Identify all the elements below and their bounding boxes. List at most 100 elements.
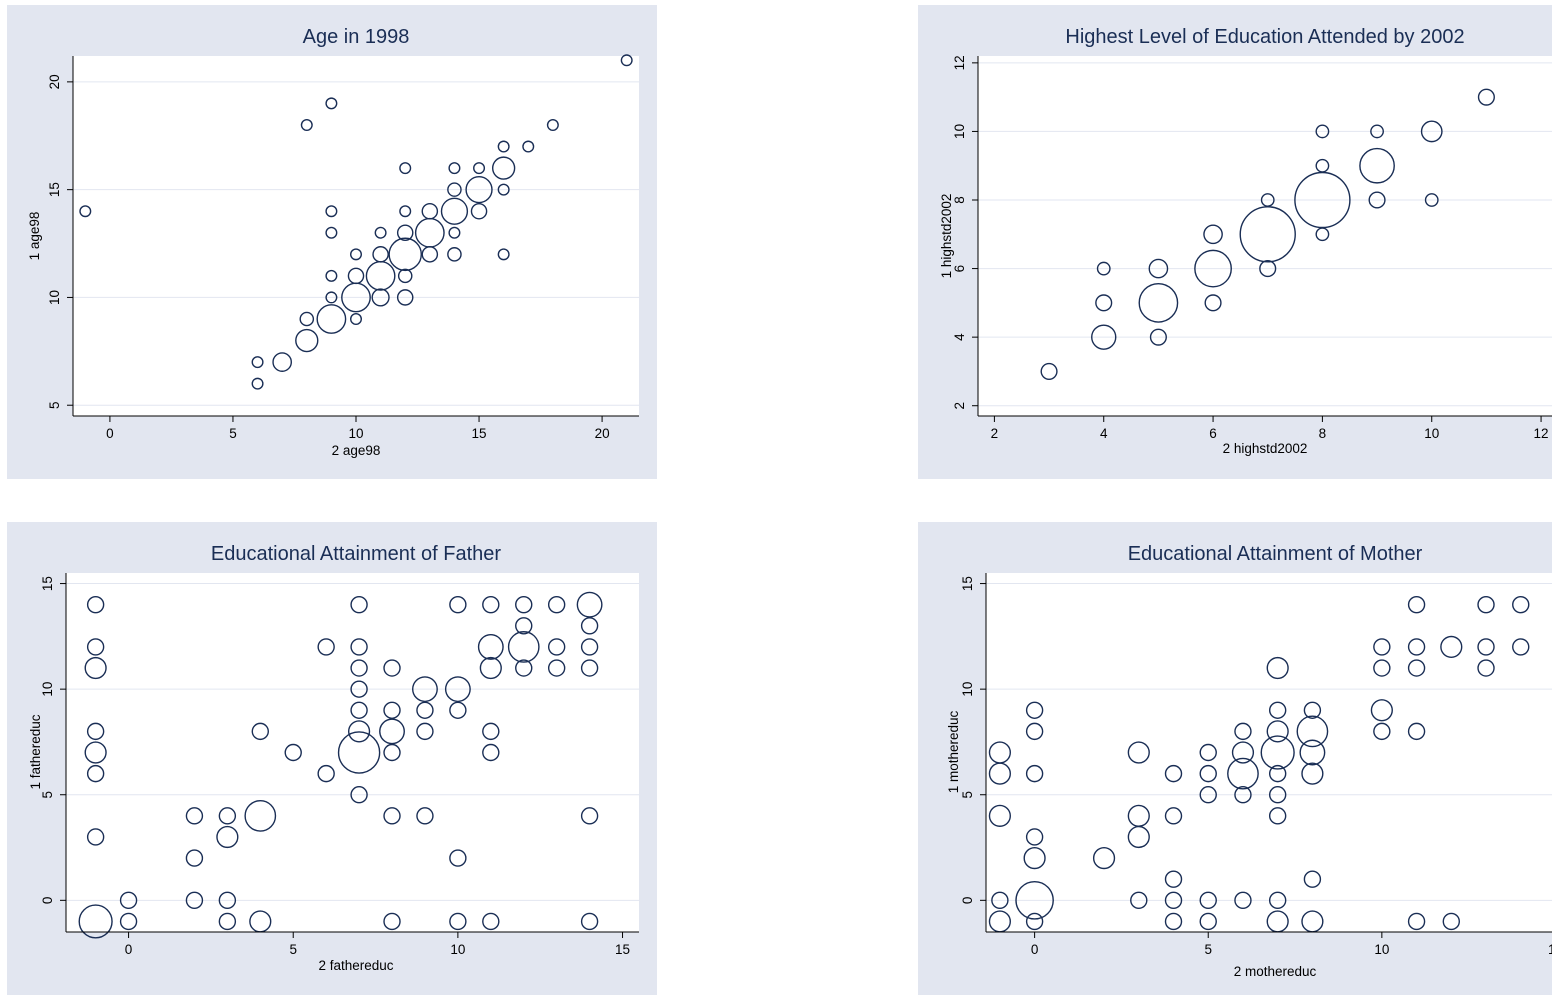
scatter-point (1370, 699, 1393, 722)
scatter-point (1268, 701, 1287, 719)
scatter-point (991, 891, 1009, 910)
scatter-point (1164, 912, 1183, 931)
scatter-point (547, 638, 566, 656)
scatter-point (396, 289, 414, 306)
x-tick-label: 4 (1100, 426, 1108, 441)
scatter-point (449, 595, 467, 614)
x-tick-label: 12 (1534, 426, 1549, 441)
scatter-point (412, 676, 438, 703)
scatter-point (497, 140, 510, 153)
scatter-point (1204, 294, 1222, 312)
chart-panel-age98: Age in 1998 0 5 10 15 20 5 10 15 20 2 age98 1 a… (7, 5, 657, 479)
scatter-point (988, 804, 1011, 827)
y-tick-label: 10 (40, 682, 55, 697)
x-axis-label: 2 mothereduc (1234, 964, 1317, 979)
scatter-point (383, 807, 401, 825)
scatter-point (1095, 294, 1113, 312)
scatter-point (515, 617, 533, 635)
scatter-point (1138, 282, 1179, 323)
scatter-point (1199, 912, 1217, 931)
scatter-point (325, 269, 338, 282)
y-ticks: 0 5 10 15 (960, 576, 986, 904)
scatter-point (482, 743, 500, 762)
x-axis-label: 2 fathereduc (318, 958, 393, 973)
scatter-point (1040, 362, 1058, 380)
x-tick-label: 10 (1374, 942, 1389, 957)
scatter-point (86, 764, 105, 783)
chart-title: Educational Attainment of Mother (1128, 543, 1423, 565)
scatter-point (482, 595, 500, 614)
y-ticks: 0 5 10 15 (40, 576, 66, 904)
y-axis-label: 1 age98 (27, 212, 42, 261)
x-tick-label: 0 (1031, 942, 1039, 957)
scatter-point (1130, 891, 1148, 910)
scatter-point (1420, 120, 1443, 143)
gridlines (978, 62, 1552, 407)
scatter-point (350, 659, 368, 677)
chart-title: Age in 1998 (303, 26, 410, 48)
scatter-point (1025, 828, 1044, 846)
x-tick-label: 5 (289, 942, 297, 957)
scatter-point (84, 656, 107, 680)
scatter-point (1164, 807, 1183, 825)
scatter-point (1268, 764, 1287, 783)
chart-panel-fathereduc: Educational Attainment of Father 0 5 10 15 … (7, 522, 657, 995)
scatter-point (1370, 124, 1384, 139)
scatter-point (1260, 735, 1295, 770)
scatter-point (379, 718, 405, 745)
y-tick-label: 5 (40, 791, 55, 799)
x-tick-label: 15 (1548, 942, 1552, 957)
scatter-point (1025, 764, 1044, 783)
scatter-point (86, 828, 105, 846)
scatter-point (1373, 659, 1391, 677)
scatter-point (383, 659, 401, 677)
scatter-point (580, 912, 599, 931)
scatter-point (576, 591, 603, 618)
scatter-point (546, 118, 559, 131)
scatter-point (1260, 193, 1275, 207)
scatter-point (1268, 807, 1287, 825)
x-ticks: 2 4 6 8 10 12 (991, 416, 1549, 441)
scatter-point (1373, 722, 1391, 741)
scatter-point (1266, 656, 1289, 680)
x-tick-label: 8 (1319, 426, 1327, 441)
scatter-point (325, 97, 338, 110)
scatter-point (580, 638, 599, 656)
scatter-point (1092, 846, 1116, 870)
scatter-point (79, 205, 92, 218)
scatter-point (1199, 764, 1217, 783)
chart-fathereduc: Educational Attainment of Father 0 5 10 15 … (28, 543, 639, 973)
scatter-point (449, 849, 467, 867)
scatter-point (1407, 722, 1426, 741)
x-tick-label: 0 (106, 426, 114, 441)
x-tick-label: 20 (595, 426, 610, 441)
scatter-point (372, 246, 389, 263)
y-tick-label: 0 (960, 897, 975, 905)
scatter-point (1303, 701, 1322, 719)
x-tick-label: 6 (1209, 426, 1217, 441)
scatter-point (482, 912, 500, 931)
scatter-point (491, 156, 516, 180)
plot-area (73, 56, 639, 416)
scatter-point (317, 764, 335, 783)
scatter-point (216, 825, 239, 849)
scatter-point (449, 701, 467, 719)
scatter-point (447, 247, 462, 262)
scatter-point (317, 638, 335, 656)
scatter-point (1512, 638, 1530, 656)
scatter-point (284, 743, 302, 762)
scatter-point (1234, 891, 1252, 910)
scatter-point (470, 202, 488, 220)
scatter-point (347, 720, 371, 743)
scatter-point (1268, 891, 1287, 910)
scatter-point (78, 904, 113, 939)
scatter-point (388, 237, 422, 272)
scatter-point (218, 891, 237, 910)
scatter-point (325, 291, 338, 304)
scatter-point (397, 268, 413, 284)
scatter-point (1164, 870, 1183, 888)
scatter-point (1368, 191, 1386, 209)
scatter-point (1407, 659, 1426, 677)
scatter-point (1266, 720, 1289, 743)
scatter-point (86, 595, 105, 614)
